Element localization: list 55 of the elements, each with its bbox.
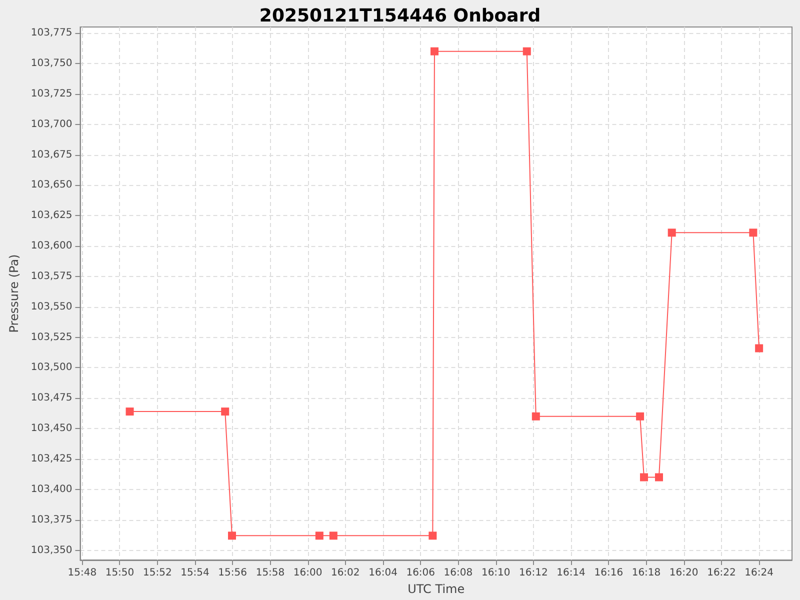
y-tick-label: 103,425 [30,454,72,464]
point [315,532,324,540]
y-tick-label: 103,500 [30,362,72,374]
y-tick-label: 103,350 [30,544,72,556]
point [428,532,437,540]
y-tick-label: 103,475 [30,392,72,404]
y-tick-label: 103,450 [30,423,72,434]
x-tick-label: 15:52 [143,568,172,578]
y-tick-label: 103,400 [30,484,72,495]
x-tick-label: 16:16 [594,568,624,578]
x-tick-label: 16:18 [632,568,661,578]
x-tick-label: 16:22 [707,568,736,578]
x-tick-label: 15:48 [68,568,97,578]
point [228,532,236,540]
y-tick-label: 103,650 [30,180,72,191]
point [749,228,758,237]
y-tick-label: 103,700 [30,118,72,130]
point [221,408,230,416]
point [640,473,648,482]
point [532,412,540,420]
x-tick-label: 16:10 [481,568,510,578]
x-tick-label: 16:02 [330,568,360,578]
y-tick-label: 103,750 [30,58,72,70]
y-tick-label: 103,575 [30,270,72,282]
y-tick-label: 103,625 [30,210,72,222]
y-tick-label: 103,375 [30,514,72,526]
y-axis-title: Pressure (Pa) [7,254,21,333]
x-tick-label: 16:12 [519,568,548,578]
x-tick-label: 16:06 [406,568,436,578]
x-tick-label: 15:56 [218,568,247,578]
x-axis-title: UTC Time [408,582,465,596]
point [654,473,663,482]
x-tick-label: 16:08 [444,568,473,578]
x-tick-label: 15:50 [105,568,134,578]
x-tick-label: 16:04 [368,568,398,578]
x-tick-label: 16:24 [744,568,774,578]
x-tick-label: 16:14 [556,568,586,578]
x-tick-label: 16:20 [669,568,698,578]
y-tick-label: 103,600 [30,240,72,252]
x-tick-label: 15:58 [256,568,285,578]
y-tick-label: 103,550 [30,301,72,312]
point [522,47,531,56]
point [430,47,438,56]
point [126,408,134,416]
x-tick-label: 15:54 [180,568,210,578]
x-tick-label: 16:00 [293,568,322,578]
y-tick-label: 103,675 [30,149,72,160]
point [755,344,764,352]
point [668,228,676,237]
y-tick-label: 103,775 [30,28,72,39]
y-tick-label: 103,525 [30,332,72,343]
chart-title: 20250121T154446 Onboard [259,6,541,26]
point [636,412,644,420]
y-tick-label: 103,725 [30,88,72,100]
point [329,532,338,540]
